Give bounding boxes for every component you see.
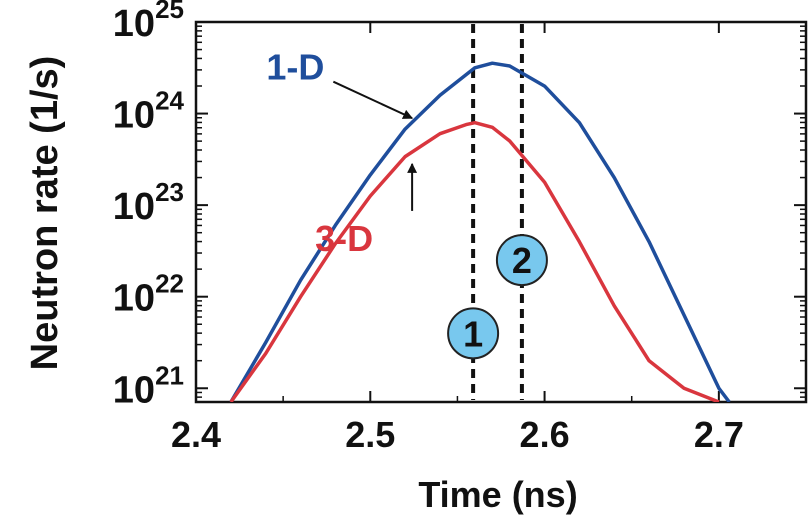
y-tick-base: 10: [113, 186, 155, 228]
x-tick-label: 2.7: [694, 414, 744, 455]
marker-circle-2: [495, 234, 548, 287]
y-tick-label: 1021: [113, 360, 184, 411]
y-tick-exponent: 22: [155, 269, 184, 299]
y-tick-base: 10: [113, 95, 155, 137]
series-line-3-D: [229, 120, 720, 402]
x-tick-label: 2.6: [520, 414, 570, 455]
y-tick-label: 1023: [113, 177, 184, 228]
y-tick-exponent: 23: [155, 177, 184, 207]
y-tick-exponent: 25: [155, 0, 184, 24]
x-tick-label: 2.4: [171, 414, 221, 455]
annotation-arrow-1-D: [332, 80, 414, 120]
marker-label-1: 1: [463, 313, 483, 354]
y-tick-base: 10: [113, 369, 155, 411]
marker-label-2: 2: [512, 240, 532, 281]
x-axis-title: Time (ns): [418, 474, 577, 515]
series-label-1-D: 1-D: [266, 47, 324, 88]
y-tick-exponent: 24: [155, 86, 184, 116]
y-tick-exponent: 21: [155, 360, 184, 390]
y-tick-label: 1025: [113, 0, 184, 45]
y-tick-base: 10: [113, 278, 155, 320]
series-group: [229, 61, 731, 402]
series-line-1-D: [229, 61, 731, 402]
y-axis-title: Neutron rate (1/s): [24, 56, 66, 371]
plot-frame: [194, 20, 808, 404]
y-tick-label: 1022: [113, 269, 184, 320]
marker-circle-1: [447, 307, 500, 360]
series-label-3-D: 3-D: [315, 218, 373, 259]
y-tick-label: 1024: [113, 86, 185, 137]
x-tick-label: 2.5: [345, 414, 395, 455]
y-tick-base: 10: [113, 3, 155, 45]
